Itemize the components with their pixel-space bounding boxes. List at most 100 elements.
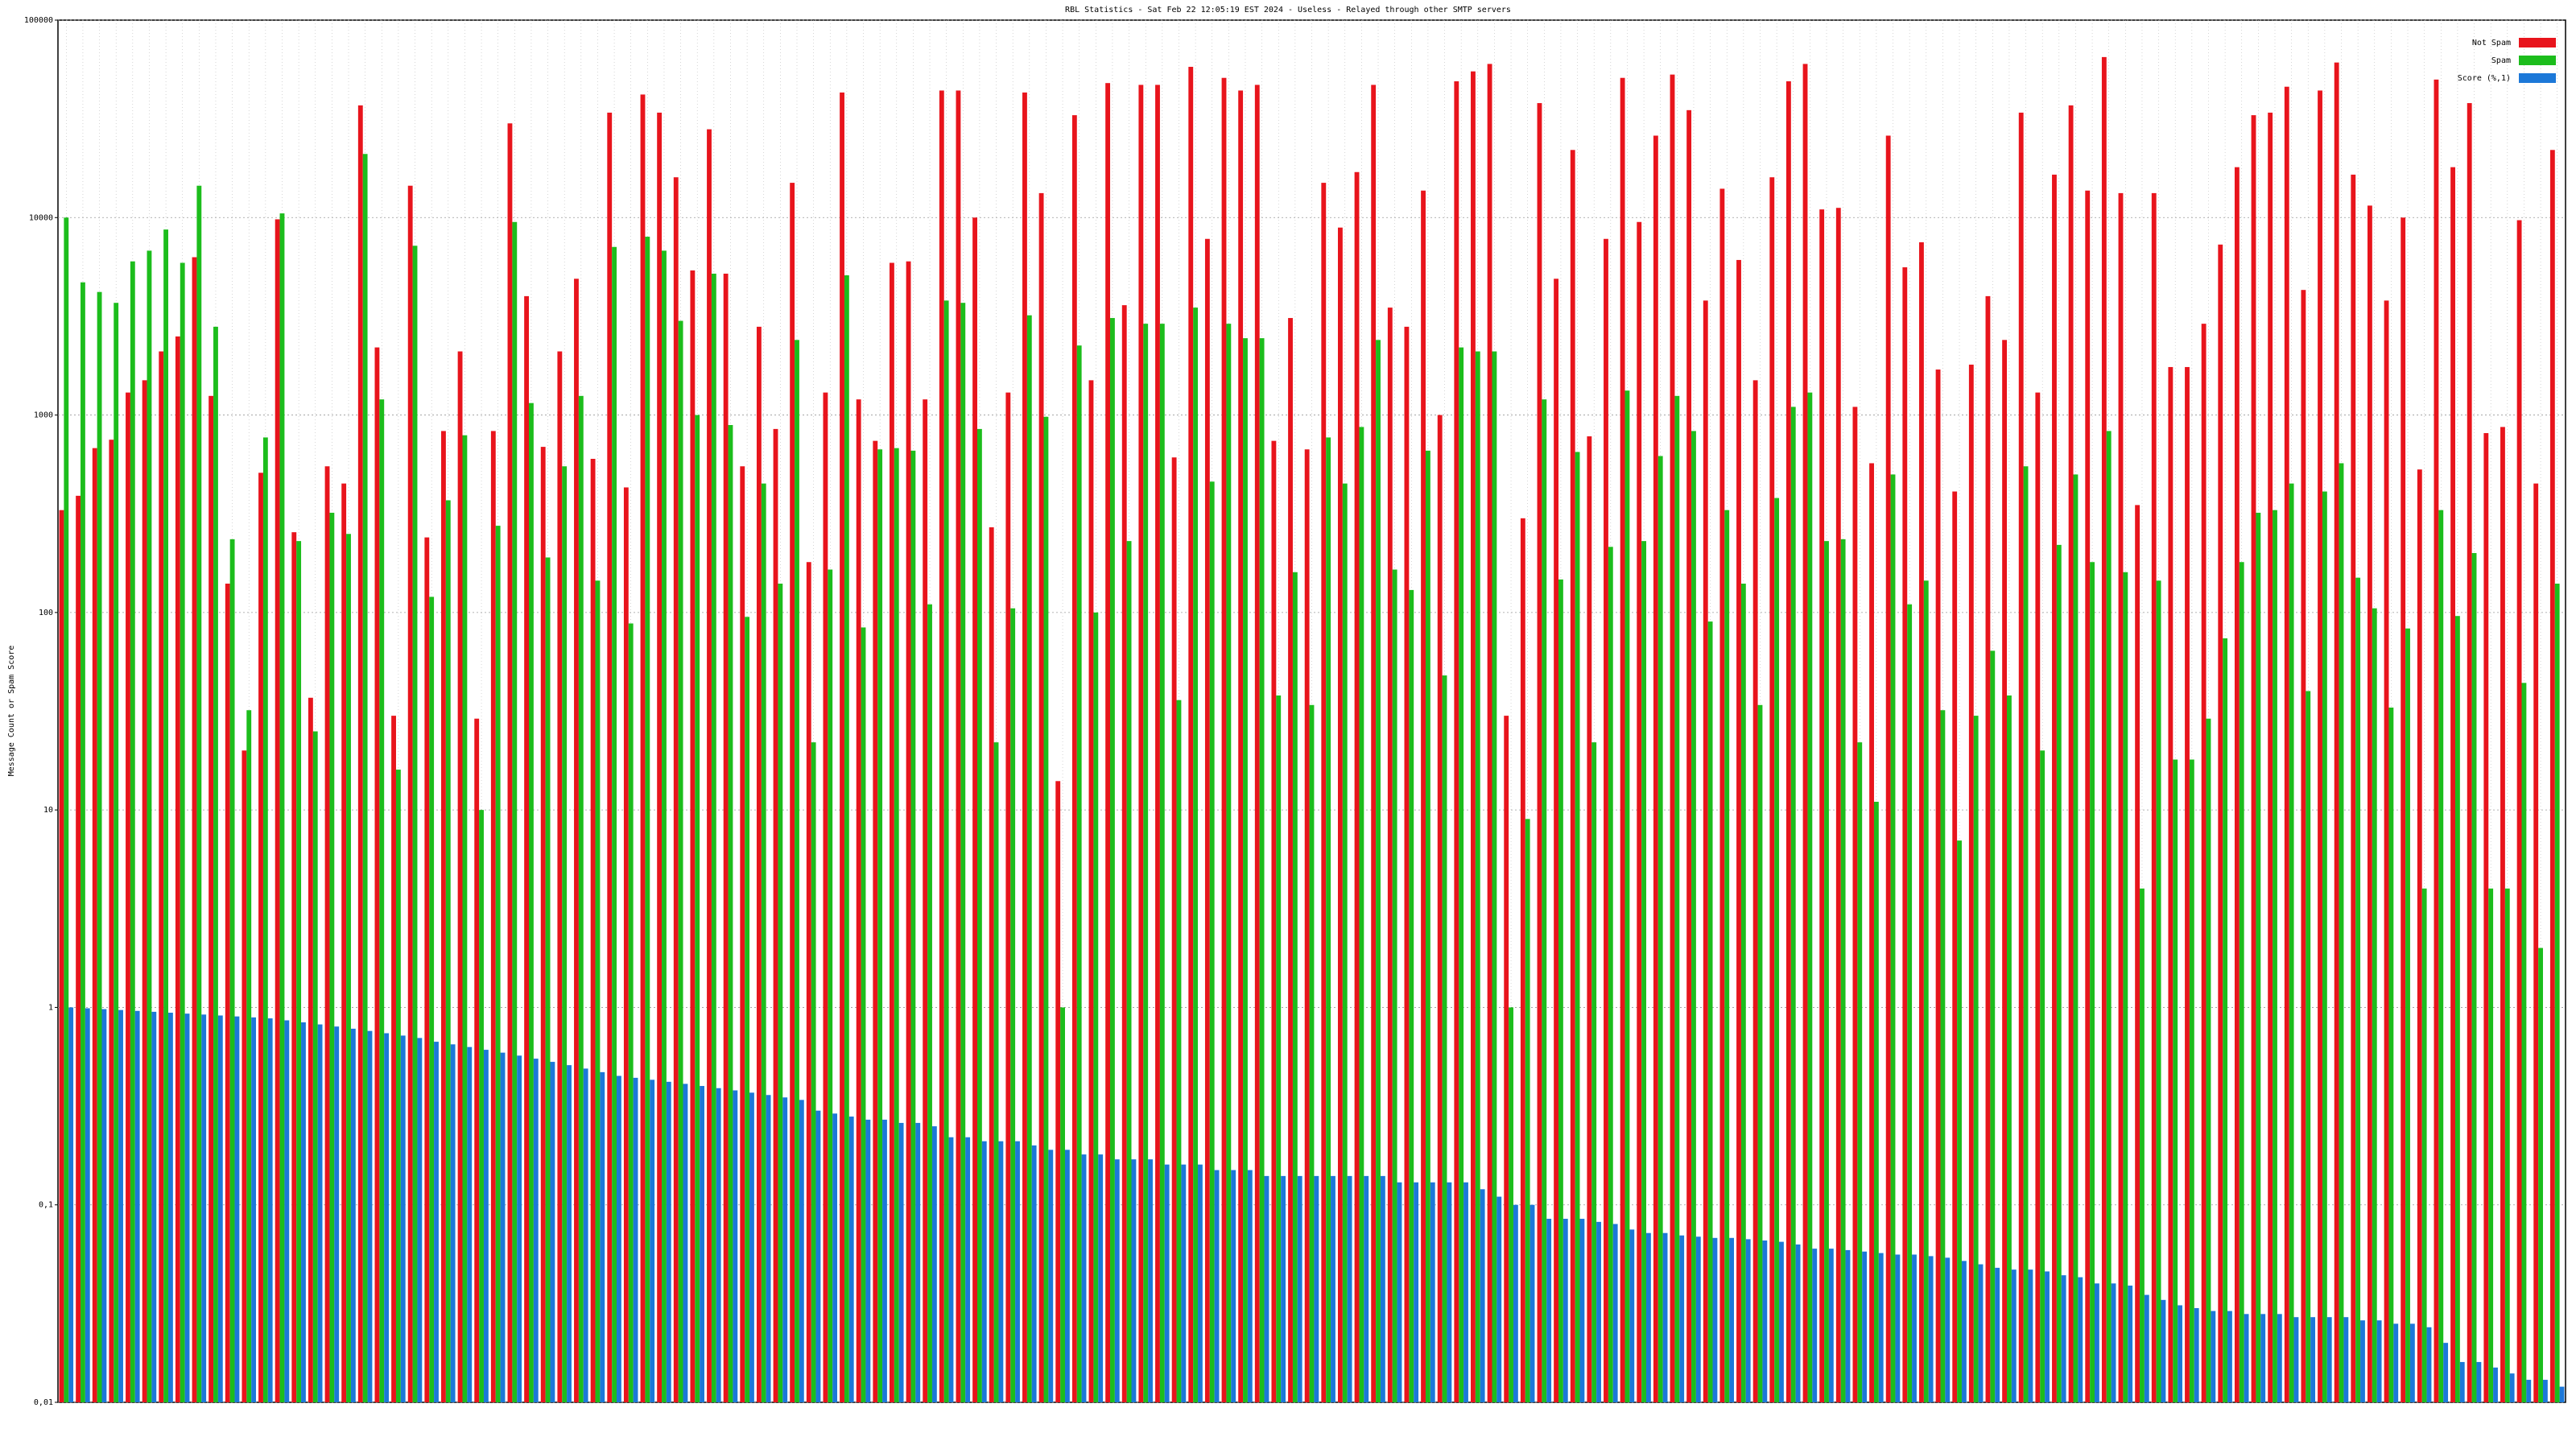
bar xyxy=(1774,497,1780,1402)
bar xyxy=(861,627,866,1402)
bar xyxy=(1845,1249,1851,1402)
bar xyxy=(1707,621,1713,1402)
bar xyxy=(1463,1182,1468,1402)
bar xyxy=(1857,742,1863,1402)
bar xyxy=(1155,85,1160,1403)
bar xyxy=(346,534,351,1402)
bar xyxy=(832,1113,838,1402)
bar xyxy=(2218,244,2223,1402)
bar xyxy=(2450,167,2455,1402)
bar xyxy=(334,1026,340,1402)
bar xyxy=(2268,112,2273,1403)
bar xyxy=(1504,716,1509,1402)
y-axis-label: Message Count or Spam Score xyxy=(7,646,16,777)
bar xyxy=(1430,1182,1435,1402)
bar xyxy=(1309,704,1315,1402)
bar xyxy=(2554,584,2560,1402)
bar xyxy=(915,1122,921,1402)
bar xyxy=(890,262,894,1402)
bar xyxy=(683,1084,688,1402)
bar xyxy=(1570,150,1575,1403)
bar xyxy=(910,450,916,1402)
bar xyxy=(1193,308,1199,1402)
bar xyxy=(2388,707,2394,1402)
bar xyxy=(2244,1314,2249,1402)
bar xyxy=(815,1110,821,1402)
bar xyxy=(645,237,650,1402)
bar xyxy=(479,810,484,1402)
bar xyxy=(2201,324,2207,1402)
bar xyxy=(490,431,496,1402)
bar xyxy=(650,1080,655,1402)
bar xyxy=(180,262,185,1402)
bar xyxy=(1973,716,1979,1402)
bar xyxy=(395,770,401,1402)
bar xyxy=(773,428,778,1402)
bar xyxy=(184,1013,190,1402)
bar xyxy=(1038,192,1044,1402)
bar xyxy=(2002,340,2008,1402)
bar xyxy=(2500,427,2505,1402)
bar xyxy=(1447,1182,1452,1402)
bar xyxy=(2068,105,2074,1403)
bar xyxy=(633,1077,638,1402)
bar xyxy=(873,440,878,1403)
bar xyxy=(1779,1241,1784,1402)
bar xyxy=(2409,1323,2415,1402)
bar xyxy=(1637,221,1642,1403)
bar xyxy=(2459,1361,2465,1402)
bar xyxy=(512,221,518,1403)
bar xyxy=(1985,295,1991,1402)
bar xyxy=(882,1119,887,1402)
bar xyxy=(1575,452,1580,1402)
bar xyxy=(711,273,716,1402)
bar xyxy=(391,716,396,1402)
bar xyxy=(1890,474,1896,1402)
bar xyxy=(562,466,568,1402)
bar xyxy=(400,1035,406,1402)
bar xyxy=(1912,1254,1917,1402)
bar xyxy=(1824,541,1829,1402)
y-tick-label: 100000 xyxy=(24,16,53,25)
bar xyxy=(707,129,712,1402)
bar xyxy=(1354,171,1360,1402)
bar xyxy=(1769,177,1775,1402)
bar xyxy=(1005,392,1011,1402)
bar xyxy=(1691,431,1696,1402)
bar xyxy=(623,487,629,1403)
bar xyxy=(500,1052,506,1402)
bar xyxy=(1907,604,1913,1402)
legend-swatch xyxy=(2519,56,2556,65)
bar xyxy=(761,483,766,1402)
bar xyxy=(616,1075,621,1402)
bar xyxy=(1326,437,1331,1403)
bar xyxy=(441,431,446,1402)
bar xyxy=(1995,1267,2000,1402)
bar xyxy=(1337,227,1343,1403)
bar xyxy=(2128,1286,2133,1402)
bar xyxy=(201,1014,207,1402)
bar xyxy=(2343,1317,2349,1402)
bar xyxy=(2260,1314,2266,1402)
bar xyxy=(2355,577,2361,1402)
bar xyxy=(1624,390,1630,1402)
bar xyxy=(1171,457,1177,1402)
bar xyxy=(251,1017,257,1402)
bar xyxy=(2011,1269,2017,1402)
bar xyxy=(628,623,634,1402)
bar xyxy=(1364,1175,1369,1402)
bar xyxy=(2322,491,2327,1402)
bar xyxy=(1513,1204,1518,1402)
bar xyxy=(1802,64,1808,1402)
bar xyxy=(557,351,563,1402)
bar xyxy=(1674,395,1680,1402)
bar xyxy=(1064,1150,1070,1402)
bar xyxy=(2144,1294,2149,1402)
bar xyxy=(1342,483,1348,1402)
bar xyxy=(756,326,762,1403)
bar xyxy=(130,261,135,1403)
bar xyxy=(2234,167,2240,1402)
bar xyxy=(317,1024,323,1402)
bar xyxy=(533,1059,539,1402)
bar xyxy=(262,437,268,1403)
